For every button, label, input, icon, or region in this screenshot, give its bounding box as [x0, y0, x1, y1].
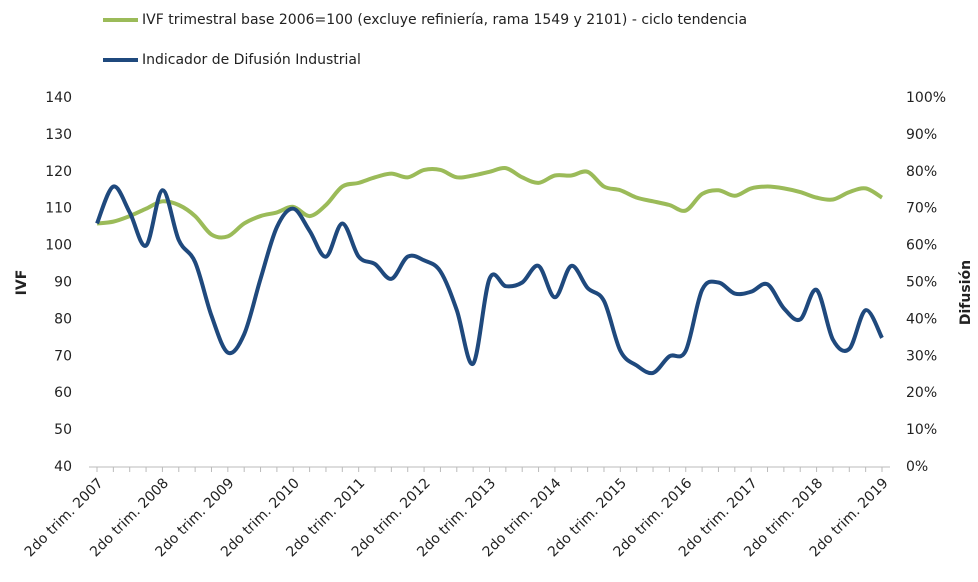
y2-tick-label: 40%: [906, 311, 937, 327]
legend-label: IVF trimestral base 2006=100 (excluye re…: [142, 12, 747, 28]
y2-tick-label: 70%: [906, 201, 937, 217]
y2-tick-label: 50%: [906, 275, 937, 291]
y-tick-label: 60: [54, 385, 72, 401]
y-tick-label: 80: [54, 311, 72, 327]
y2-tick-label: 20%: [906, 385, 937, 401]
series-line: [96, 165, 884, 240]
y2-tick-label: 30%: [906, 348, 937, 364]
y-tick-label: 100: [45, 238, 72, 254]
y-tick-label: 90: [54, 275, 72, 291]
y-axis-title: IVF: [14, 270, 30, 296]
y-tick-label: 140: [45, 90, 72, 106]
y-tick-label: 70: [54, 348, 72, 364]
legend-label: Indicador de Difusión Industrial: [142, 52, 361, 68]
y2-tick-label: 60%: [906, 238, 937, 254]
y2-tick-label: 100%: [906, 90, 946, 106]
y2-axis-title: Difusión: [958, 260, 974, 325]
series-line: [95, 184, 884, 376]
y2-tick-label: 90%: [906, 127, 937, 143]
y2-tick-label: 10%: [906, 422, 937, 438]
y-tick-label: 50: [54, 422, 72, 438]
y-tick-label: 110: [45, 201, 72, 217]
y-tick-label: 130: [45, 127, 72, 143]
y2-tick-label: 0%: [906, 459, 928, 475]
y-tick-label: 120: [45, 164, 72, 180]
y-tick-label: 40: [54, 459, 72, 475]
y2-tick-label: 80%: [906, 164, 937, 180]
